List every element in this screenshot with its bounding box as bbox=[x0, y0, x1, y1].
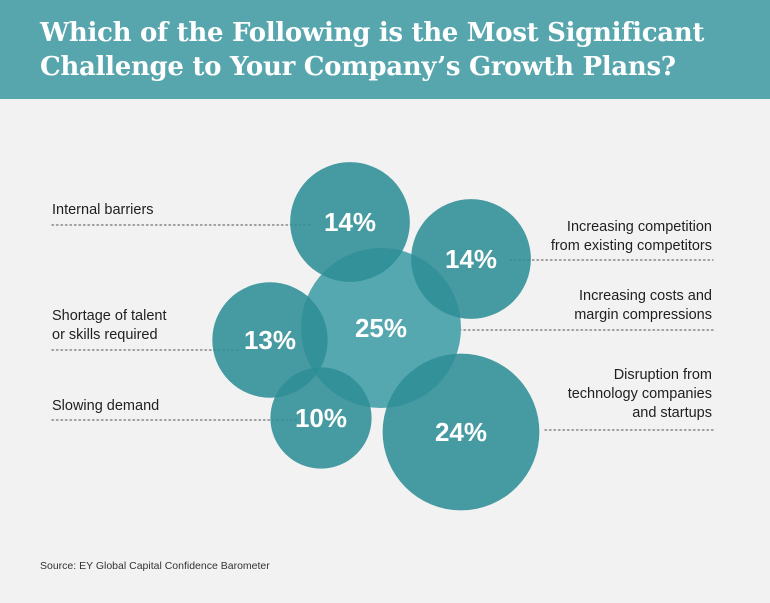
value-label-3: 25% bbox=[355, 313, 407, 343]
label-increasing-costs: Increasing costs and margin compressions bbox=[574, 288, 712, 323]
label-disruption: Disruption from technology companies and… bbox=[567, 367, 712, 421]
label-shortage-of-talent: Shortage of talent or skills required bbox=[52, 308, 167, 343]
chart-title: Which of the Following is the Most Signi… bbox=[40, 16, 740, 84]
value-label-0: 14% bbox=[324, 207, 376, 237]
title-line-2: Challenge to Your Company’s Growth Plans… bbox=[40, 52, 676, 82]
bubble-5 bbox=[382, 353, 540, 511]
title-line-1: Which of the Following is the Most Signi… bbox=[40, 18, 705, 48]
source-note: Source: EY Global Capital Confidence Bar… bbox=[40, 560, 270, 572]
title-banner bbox=[0, 0, 770, 99]
label-increasing-competition: Increasing competition from existing com… bbox=[550, 219, 712, 254]
value-label-2: 13% bbox=[244, 325, 296, 355]
bubble-0 bbox=[290, 162, 410, 282]
bubble-2 bbox=[212, 282, 328, 398]
label-slowing-demand: Slowing demand bbox=[52, 398, 160, 414]
label-internal-barriers: Internal barriers bbox=[52, 202, 154, 218]
value-label-4: 10% bbox=[295, 403, 347, 433]
bubble-4 bbox=[270, 367, 372, 469]
value-label-5: 24% bbox=[435, 417, 487, 447]
bubble-1 bbox=[411, 199, 531, 319]
value-label-1: 14% bbox=[445, 244, 497, 274]
